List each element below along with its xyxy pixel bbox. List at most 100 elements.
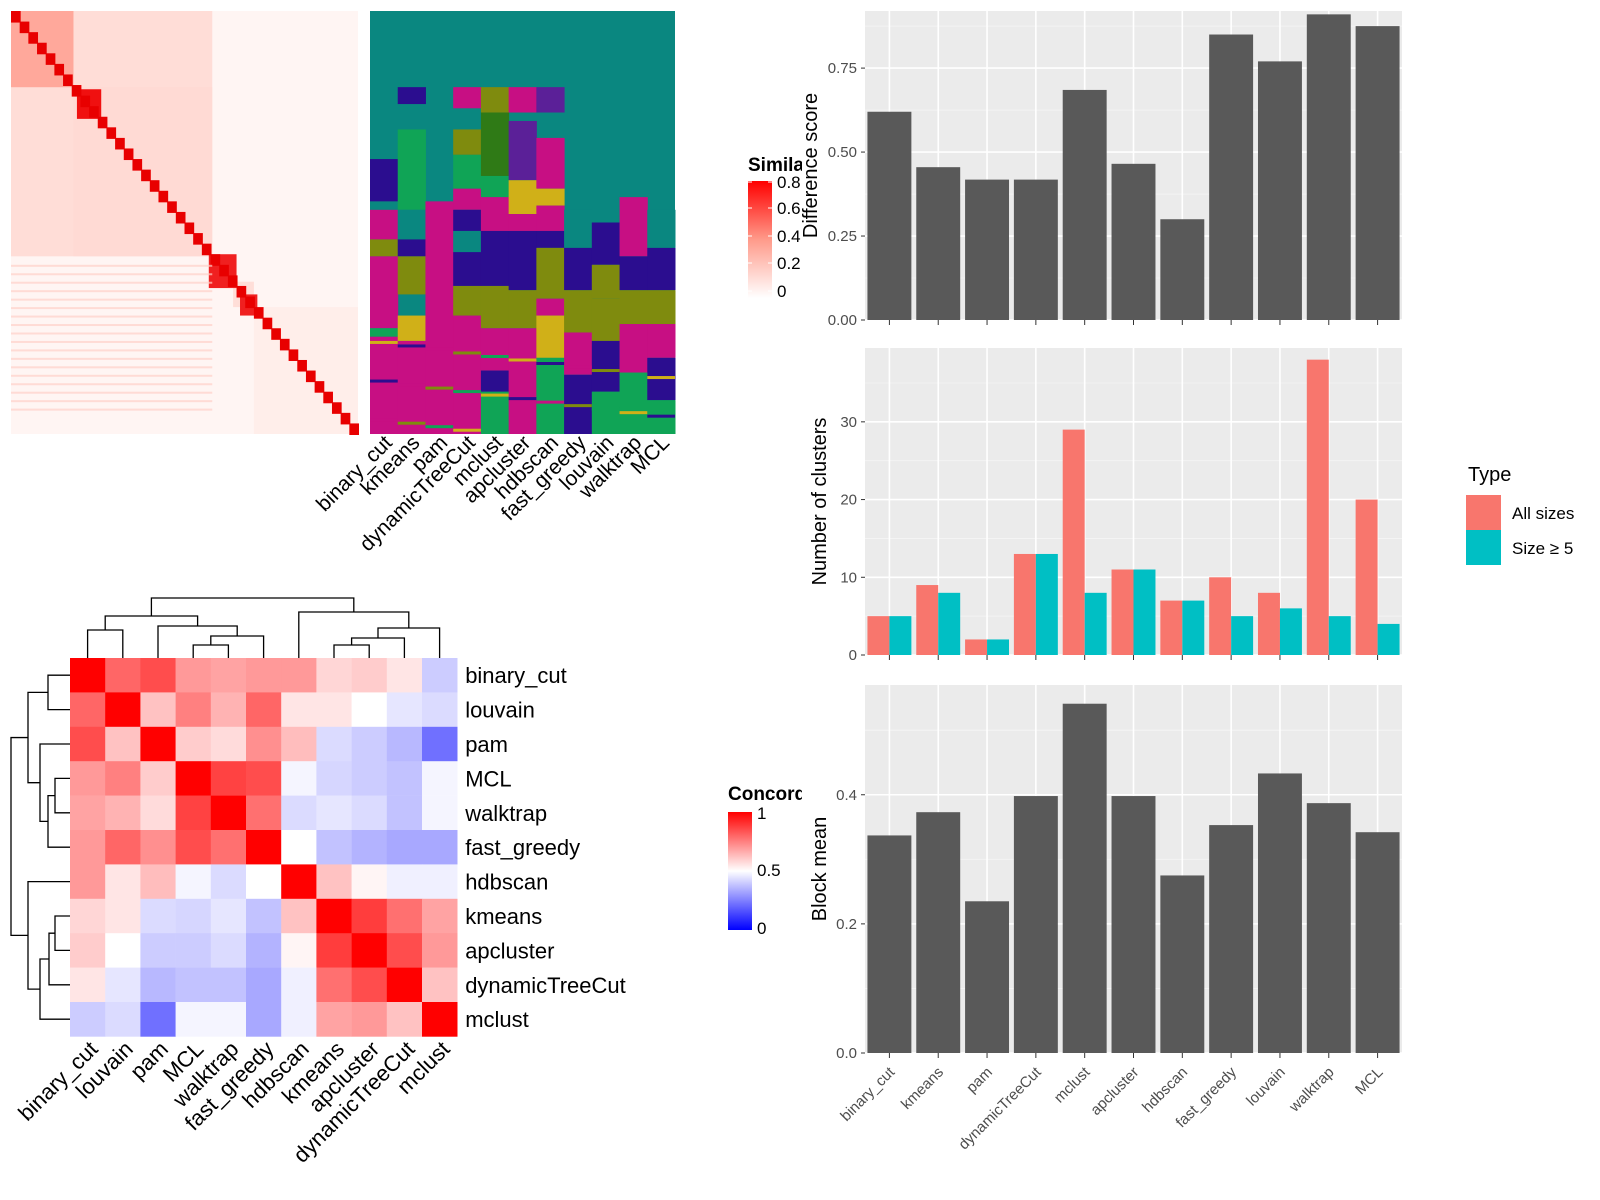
heatmap-cell [246,933,282,968]
heatmap-cell [105,795,141,831]
heatmap-cell [316,1002,352,1037]
heatmap-cell [351,830,388,865]
dendrogram-branch [210,635,265,658]
heatmap-cell [316,692,352,728]
heatmap-cell [246,761,282,796]
assignment-segment [370,328,399,337]
similarity-diagonal [253,307,264,319]
assignment-segment [619,374,648,434]
bar [1111,163,1156,320]
assignment-segment [564,290,593,333]
legend-tick-label: 0.6 [777,199,801,218]
assignment-stripe [480,393,509,397]
assignment-segment [480,391,510,434]
assignment-stripe [647,376,675,380]
similarity-diagonal [106,127,117,139]
assignment-segment [508,290,537,329]
heatmap-row-label: kmeans [465,904,542,929]
heatmap-cell [386,692,423,728]
heatmap-cell [70,864,106,900]
dendrogram-branch [298,611,410,658]
bar [1111,796,1156,1053]
heatmap-cell [175,864,212,900]
heatmap-row-label: pam [465,732,508,757]
similarity-diagonal [89,106,99,118]
heatmap-cell [140,726,176,762]
assignment-stripe [536,362,565,366]
similarity-diagonal [297,359,307,372]
heatmap-cell [316,864,352,900]
similarity-diagonal [71,85,82,97]
dendrogram-branch [192,644,230,658]
assignment-segment [647,247,676,291]
heatmap-cell [422,658,458,693]
bar [1231,616,1254,655]
heatmap-cell [210,898,247,934]
assignment-segment [591,391,621,434]
heatmap-cell [140,795,176,831]
heatmap-cell [351,692,388,728]
similarity-legend-title: Similarity [748,155,834,176]
assignment-segment [536,298,565,316]
similarity-streak [11,400,213,403]
heatmap-cell [386,967,423,1003]
assignment-stripe [397,344,426,348]
bar [1209,825,1254,1053]
bar [987,639,1010,655]
heatmap-cell [281,898,317,934]
bar [1355,26,1400,320]
similarity-streak [11,290,213,293]
heatmap-cell [422,898,458,934]
heatmap-cell [351,795,388,831]
assignment-segment [647,324,676,358]
heatmap-cell [386,1002,423,1037]
heatmap-row-label: walktrap [464,801,547,826]
assignment-stripe [453,351,481,355]
bar [889,616,912,655]
similarity-streak [11,332,213,335]
heatmap-row-label: louvain [465,698,535,723]
y-tick-label: 10 [840,569,857,586]
bar [1209,577,1232,655]
assignment-segment [453,315,482,434]
heatmap-cell [422,864,458,900]
heatmap-cell [281,830,317,865]
heatmap-cell [210,830,247,865]
assignment-segment [536,315,565,358]
legend-tick-label: 0 [777,282,786,301]
similarity-diagonal [37,42,47,55]
assignment-segment [425,201,454,434]
legend-tick-label: 0.2 [777,254,801,273]
heatmap-cell [281,1002,317,1037]
assignment-segment [397,209,426,240]
bar [916,167,961,320]
similarity-diagonal [331,402,342,414]
assignment-stripe [370,418,398,422]
dendrogram-branch [27,691,48,784]
similarity-diagonal [97,116,108,129]
assignment-stripe [536,400,565,404]
heatmap-cell [105,967,141,1003]
y-tick-label: 30 [840,414,857,431]
bar [1328,616,1351,655]
heatmap-row-label: hdbscan [465,870,548,895]
similarity-streak [11,374,213,377]
similarity-diagonal [288,349,299,361]
bar [916,585,939,655]
heatmap-cell [351,967,388,1003]
heatmap-cell [175,1002,212,1037]
heatmap-cell [140,967,176,1003]
heatmap-cell [140,864,176,900]
heatmap-cell [386,864,423,900]
heatmap-cell [175,658,212,693]
assignment-segment [480,370,510,392]
similarity-diagonal [158,190,169,203]
heatmap-cell [70,830,106,865]
heatmap-cell [105,692,141,728]
assignment-segment [453,87,482,109]
dendrogram-branch [39,958,70,1020]
assignment-stripe [425,425,454,429]
y-tick-label: 0 [849,647,857,664]
heatmap-cell [105,864,141,900]
